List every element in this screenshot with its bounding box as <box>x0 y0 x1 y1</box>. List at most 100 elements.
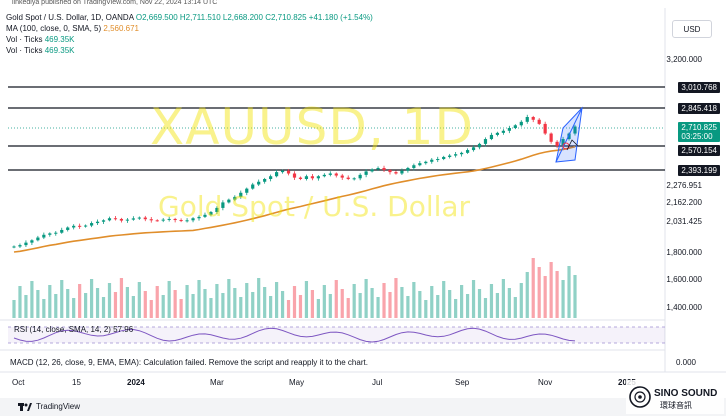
level-tag-3010[interactable]: 3,010.768 <box>678 82 720 93</box>
vol-legend-1[interactable]: Vol · Ticks 469.35K <box>6 35 75 44</box>
volume-bar <box>465 294 470 318</box>
volume-bar <box>257 278 261 318</box>
volume-bar <box>454 299 458 318</box>
volume-bar <box>280 291 285 318</box>
volume-bar <box>221 293 225 318</box>
volume-bar <box>370 288 374 318</box>
watermark-name: Gold Spot / U.S. Dollar <box>158 190 471 223</box>
ohlc-change: +41.180 (+1.54%) <box>308 13 373 22</box>
time-axis-label: 15 <box>72 378 81 387</box>
volume-bar <box>30 281 34 318</box>
candle-body <box>400 170 404 174</box>
ohlc-high: H2,711.510 <box>179 13 221 22</box>
candle-body <box>370 169 374 172</box>
candle-body <box>525 117 529 122</box>
current-price-tag[interactable]: 2,710.825 03:25:00 <box>678 122 720 142</box>
volume-bar <box>483 298 488 318</box>
level-tag-2570[interactable]: 2,570.154 <box>678 145 720 156</box>
volume-bar <box>48 285 52 318</box>
volume-bar <box>436 295 440 318</box>
volume-series <box>12 258 577 318</box>
vol-legend-2[interactable]: Vol · Ticks 469.35K <box>6 46 75 55</box>
candle-body <box>263 178 267 182</box>
volume-bar <box>519 283 523 318</box>
volume-bar <box>269 296 273 318</box>
candle-body <box>119 218 124 221</box>
level-tag-2845[interactable]: 2,845.418 <box>678 103 720 114</box>
candle-body <box>107 218 112 221</box>
candle-body <box>531 117 535 120</box>
volume-bar <box>119 278 124 318</box>
candle-body <box>24 242 28 246</box>
price-axis-label: 1,400.000 <box>666 303 702 312</box>
logo-sub: 環球音訊 <box>660 400 692 410</box>
volume-bar <box>549 262 553 318</box>
volume-bar <box>537 267 541 318</box>
volume-bar <box>233 288 237 318</box>
volume-bar <box>442 281 446 318</box>
vol-value-1: 469.35K <box>44 35 75 44</box>
volume-bar <box>334 280 338 318</box>
candle-body <box>513 125 517 129</box>
candle-body <box>316 176 320 179</box>
volume-bar <box>561 280 565 318</box>
vol-value-2: 469.35K <box>44 46 75 55</box>
candle-body <box>454 154 458 156</box>
ma-indicator-legend[interactable]: MA (100, close, 0, SMA, 5) 2,560.671 <box>6 24 139 33</box>
ma-label: MA (100, close, 0, SMA, 5) <box>6 24 102 33</box>
volume-bar <box>227 279 231 318</box>
price-axis-label: 1,800.000 <box>666 248 702 257</box>
candle-body <box>101 220 106 222</box>
volume-bar <box>525 272 529 318</box>
level-tag-2393[interactable]: 2,393.199 <box>678 165 720 176</box>
ma-value: 2,560.671 <box>103 24 139 33</box>
candle-body <box>113 218 118 220</box>
volume-bar <box>406 296 410 318</box>
candle-body <box>257 181 261 185</box>
volume-bar <box>179 299 183 318</box>
candle-body <box>89 223 94 226</box>
ohlc-close: C2,710.825 <box>265 13 307 22</box>
channel-mid-line <box>555 107 583 163</box>
candle-body <box>489 134 494 140</box>
volume-bar <box>292 286 297 318</box>
currency-button[interactable]: USD <box>672 20 712 38</box>
volume-bar <box>388 292 392 318</box>
volume-bar <box>209 298 213 318</box>
candle-body <box>30 240 34 243</box>
candle-body <box>448 155 452 157</box>
candle-body <box>424 161 428 164</box>
tradingview-logo[interactable]: TradingView <box>18 402 80 411</box>
volume-bar <box>394 278 398 318</box>
volume-bar <box>424 300 428 318</box>
candle-body <box>274 172 279 177</box>
candle-body <box>465 150 470 153</box>
volume-bar <box>107 283 112 318</box>
candle-body <box>567 133 571 140</box>
ohlc-open: O2,669.500 <box>135 13 178 22</box>
price-axis-label: 2,031.425 <box>666 217 702 226</box>
volume-bar <box>298 295 303 318</box>
macd-axis-zero: 0.000 <box>675 358 696 367</box>
volume-bar <box>471 280 476 318</box>
volume-bar <box>36 290 40 318</box>
volume-bar <box>18 286 22 318</box>
volume-bar <box>382 283 386 318</box>
volume-bar <box>173 290 177 318</box>
candle-body <box>304 176 309 179</box>
tradingview-brand: TradingView <box>36 402 81 411</box>
candle-body <box>358 174 362 179</box>
time-axis-label: Jul <box>372 378 383 387</box>
rsi-legend[interactable]: RSI (14, close, SMA, 14, 2) 57.96 <box>14 325 134 334</box>
volume-bar <box>95 288 100 318</box>
volume-bar <box>197 280 201 318</box>
volume-bar <box>310 290 315 318</box>
candle-body <box>245 188 249 193</box>
volume-bar <box>304 281 309 318</box>
symbol-header[interactable]: Gold Spot / U.S. Dollar, 1D, OANDA O2,66… <box>6 13 373 22</box>
volume-bar <box>448 290 452 318</box>
candle-body <box>543 123 547 134</box>
time-axis-label: Mar <box>210 378 224 387</box>
volume-bar <box>54 294 58 318</box>
